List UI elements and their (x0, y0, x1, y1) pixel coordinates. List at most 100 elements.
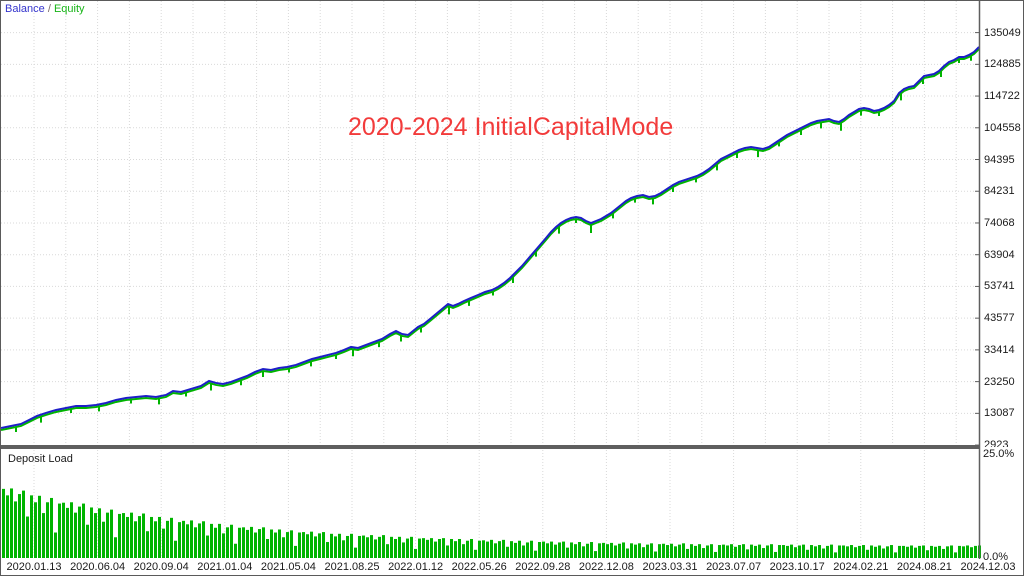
deposit-bar (518, 540, 521, 558)
deposit-bar (510, 541, 513, 558)
deposit-bar (378, 536, 381, 558)
deposit-bar (126, 516, 129, 558)
deposit-bar (598, 543, 601, 558)
deposit-bar (310, 531, 313, 558)
deposit-bar (362, 535, 365, 558)
deposit-bar (786, 545, 789, 558)
deposit-bar (778, 545, 781, 558)
deposit-bar (222, 533, 225, 558)
deposit-bar (322, 532, 325, 558)
deposit-bar (374, 539, 377, 558)
deposit-bar (514, 542, 517, 558)
deposit-bar (314, 536, 317, 558)
deposit-bar (6, 495, 9, 558)
deposit-bar (74, 512, 77, 558)
deposit-bar (42, 513, 45, 558)
deposit-bar (826, 545, 829, 558)
deposit-bar (662, 543, 665, 558)
deposit-bar (194, 527, 197, 558)
deposit-bar (750, 544, 753, 558)
deposit-bar (694, 545, 697, 558)
deposit-bar (226, 527, 229, 558)
deposit-bar (762, 548, 765, 558)
y-axis-label: 104558 (984, 121, 1021, 134)
deposit-bar (602, 542, 605, 558)
deposit-bar (670, 543, 673, 558)
deposit-bar (298, 532, 301, 558)
pane-separator[interactable] (1, 445, 980, 449)
deposit-bar (122, 513, 125, 558)
deposit-bar (542, 541, 545, 558)
deposit-bar (690, 544, 693, 558)
deposit-bar (594, 551, 597, 558)
deposit-bar (370, 535, 373, 558)
deposit-bar (286, 532, 289, 558)
deposit-bar (646, 544, 649, 558)
x-axis-label: 2020.09.04 (133, 561, 189, 573)
deposit-bar (386, 544, 389, 558)
deposit-bar (154, 521, 157, 558)
deposit-bar (150, 516, 153, 558)
deposit-bar (554, 544, 557, 558)
deposit-bar (426, 539, 429, 558)
deposit-bar (702, 548, 705, 558)
x-axis-label: 2020.06.04 (70, 561, 126, 573)
deposit-bar (770, 544, 773, 558)
deposit-bar (850, 545, 853, 558)
deposit-bar (478, 540, 481, 558)
x-axis-label: 2021.01.04 (197, 561, 253, 573)
x-axis-label: 2021.05.04 (260, 561, 316, 573)
deposit-bar (894, 552, 897, 558)
deposit-bar (62, 502, 65, 558)
deposit-bar (442, 538, 445, 558)
x-axis-label: 2023.07.07 (706, 561, 762, 573)
deposit-bar (634, 544, 637, 558)
deposit-bar (98, 508, 101, 558)
deposit-bar (562, 541, 565, 558)
deposit-bar (398, 536, 401, 558)
deposit-bar (354, 547, 357, 558)
deposit-bar (390, 536, 393, 558)
deposit-bar (454, 541, 457, 558)
deposit-bar (946, 546, 949, 558)
y-axis-label: 74068 (984, 216, 1015, 229)
deposit-bar (738, 545, 741, 558)
deposit-bar (130, 512, 133, 558)
y-axis-label: 114722 (984, 90, 1020, 103)
deposit-bar (178, 522, 181, 558)
equity-legend-label: Equity (53, 3, 85, 15)
deposit-bar (906, 546, 909, 558)
deposit-load-title: Deposit Load (8, 453, 73, 465)
deposit-bar (902, 545, 905, 558)
deposit-bar (162, 528, 165, 558)
x-axis-label: 2022.01.12 (388, 561, 444, 573)
deposit-bar (970, 547, 973, 558)
deposit-bar (230, 524, 233, 558)
x-axis-label: 2024.02.21 (833, 561, 889, 573)
deposit-bar (38, 495, 41, 558)
deposit-bar (46, 502, 49, 558)
deposit-bar (206, 535, 209, 558)
deposit-bar (234, 543, 237, 558)
deposit-bar (814, 546, 817, 558)
deposit-bar (414, 548, 417, 558)
deposit-bar (70, 502, 73, 558)
chart-title: 2020-2024 InitialCapitalMode (348, 113, 674, 141)
deposit-bar (794, 547, 797, 558)
deposit-bar (394, 538, 397, 558)
deposit-bar (710, 544, 713, 558)
deposit-bar (942, 548, 945, 558)
deposit-bar (682, 543, 685, 558)
deposit-bar (674, 546, 677, 558)
deposit-bar (82, 503, 85, 558)
deposit-bar (538, 542, 541, 558)
y-axis-label: 94395 (984, 153, 1015, 166)
deposit-bar (202, 521, 205, 558)
balance-legend-label: Balance (5, 3, 45, 15)
deposit-bar (898, 545, 901, 558)
y-axis-label: 53741 (984, 280, 1015, 293)
deposit-bar (878, 545, 881, 558)
deposit-bar (642, 547, 645, 558)
